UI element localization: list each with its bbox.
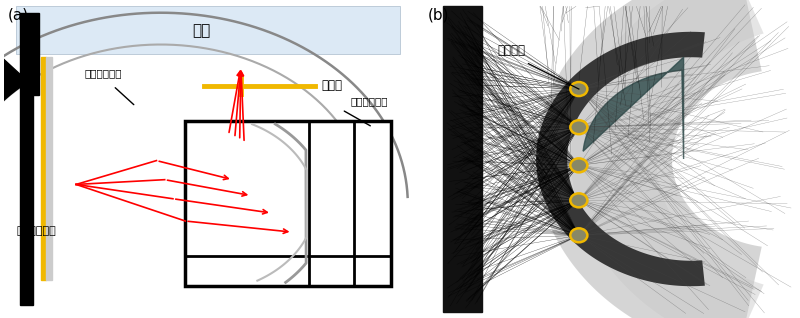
Text: 結像位置: 結像位置 bbox=[498, 44, 526, 57]
Polygon shape bbox=[0, 57, 28, 162]
Text: ディスプレイ: ディスプレイ bbox=[16, 225, 56, 236]
Text: 空中像: 空中像 bbox=[322, 80, 342, 92]
Circle shape bbox=[570, 120, 587, 134]
Circle shape bbox=[570, 228, 587, 242]
Text: (a): (a) bbox=[8, 8, 30, 23]
Polygon shape bbox=[46, 57, 52, 280]
Polygon shape bbox=[571, 0, 764, 318]
Polygon shape bbox=[41, 57, 46, 280]
Text: 反射型偏光板: 反射型偏光板 bbox=[84, 68, 122, 78]
Circle shape bbox=[570, 82, 587, 96]
Bar bbox=[16, 6, 399, 54]
Circle shape bbox=[570, 193, 587, 207]
Text: (b): (b) bbox=[427, 8, 449, 23]
Text: 歩道: 歩道 bbox=[193, 23, 211, 38]
Polygon shape bbox=[583, 57, 683, 159]
Polygon shape bbox=[536, 32, 705, 286]
Polygon shape bbox=[21, 13, 39, 305]
Polygon shape bbox=[536, 0, 762, 318]
Circle shape bbox=[570, 158, 587, 172]
Polygon shape bbox=[443, 6, 482, 312]
Text: 再帰反射素子: 再帰反射素子 bbox=[350, 97, 387, 107]
Bar bbox=[186, 121, 391, 286]
